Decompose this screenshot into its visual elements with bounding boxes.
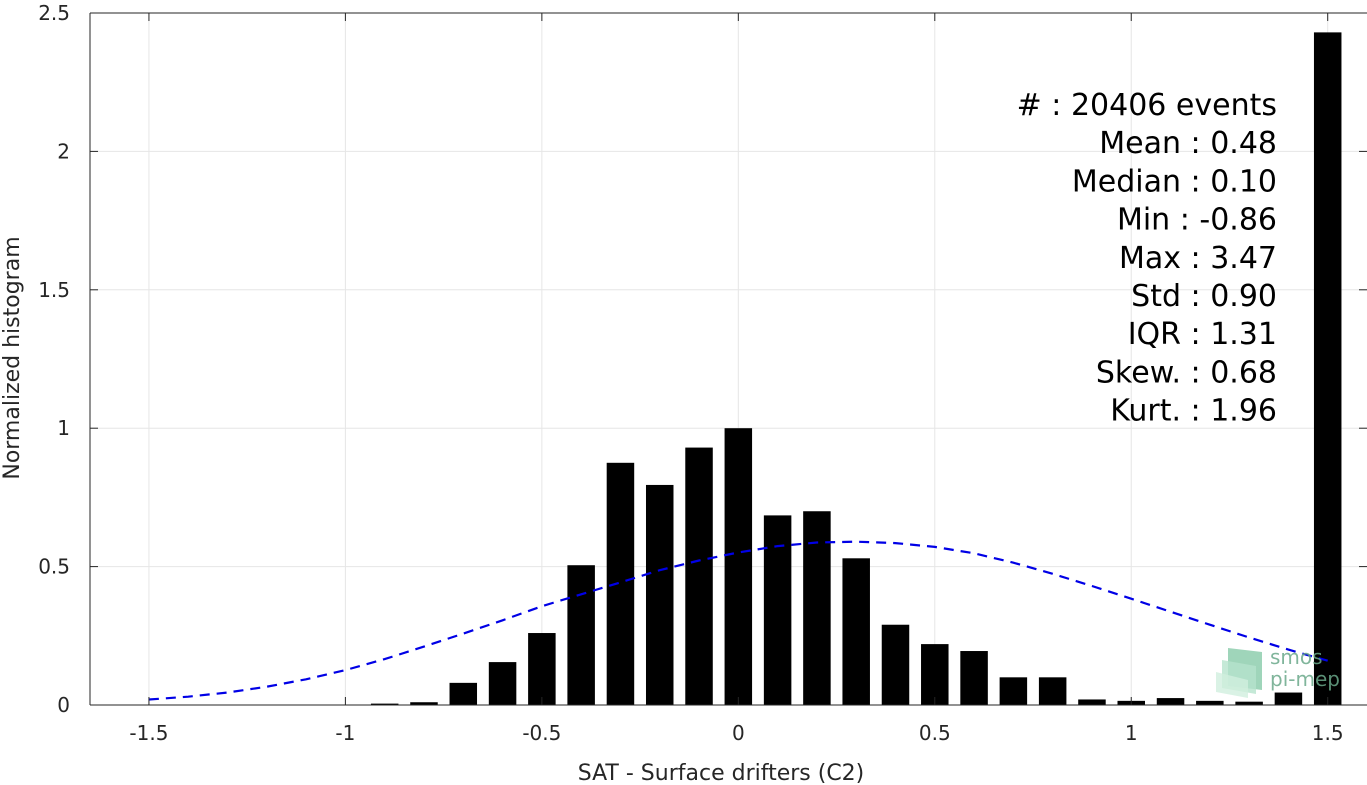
stat-line: Max : 3.47	[1119, 241, 1277, 276]
histogram-bar	[488, 662, 517, 705]
histogram-bar	[1078, 699, 1106, 705]
x-axis-title: SAT - Surface drifters (C2)	[578, 761, 865, 785]
histogram-bar	[410, 702, 438, 705]
x-tick-label: 0	[732, 721, 745, 745]
stat-line: # : 20406 events	[1017, 88, 1277, 123]
y-tick-label: 2.5	[38, 1, 70, 25]
stat-line: Skew. : 0.68	[1096, 355, 1277, 390]
histogram-bar	[842, 558, 870, 705]
stat-line: Std : 0.90	[1131, 279, 1277, 314]
histogram-bar	[881, 624, 910, 705]
y-tick-label: 0.5	[38, 555, 70, 579]
logo-text-smos: smos	[1270, 645, 1323, 669]
x-tick-label: 1	[1125, 721, 1138, 745]
stat-line: IQR : 1.31	[1128, 317, 1277, 352]
histogram-bar	[528, 633, 556, 705]
y-tick-label: 1	[57, 416, 70, 440]
histogram-bar	[606, 462, 635, 705]
x-tick-label: -0.5	[522, 721, 561, 745]
stat-line: Kurt. : 1.96	[1110, 394, 1277, 429]
histogram-bar	[1196, 700, 1224, 705]
y-tick-label: 1.5	[38, 278, 70, 302]
stat-line: Median : 0.10	[1072, 164, 1277, 199]
stat-line: Min : -0.86	[1117, 203, 1277, 238]
histogram-bar	[1313, 32, 1342, 706]
histogram-bar	[999, 677, 1028, 705]
axes	[89, 12, 1367, 706]
histogram-bar	[1156, 698, 1185, 705]
y-tick-label: 0	[57, 693, 70, 717]
logo-text-pimep: pi-mep	[1270, 667, 1340, 691]
histogram-bar	[803, 511, 831, 705]
histogram-bar	[370, 703, 399, 705]
fit-curve-layer	[148, 540, 1328, 701]
stat-line: Mean : 0.48	[1099, 126, 1277, 161]
histogram-bar	[1235, 701, 1263, 705]
histogram-bars	[370, 32, 1342, 706]
histogram-bar	[567, 565, 595, 705]
x-tick-label: -1	[335, 721, 355, 745]
smos-pimep-logo: smos pi-mep	[1216, 645, 1340, 698]
histogram-bar	[960, 651, 988, 705]
x-tick-label: 1.5	[1312, 721, 1344, 745]
tick-labels: -1.5 -1 -0.5 0 0.5 1 1.5 0 0.5 1 1.5 2 2.5	[38, 1, 1343, 745]
histogram-bar	[724, 428, 753, 705]
histogram-bar	[449, 682, 478, 705]
x-tick-label: 0.5	[919, 721, 951, 745]
histogram-bar	[1274, 692, 1303, 705]
histogram-bar	[1038, 677, 1067, 705]
gaussian-fit-line	[148, 540, 1328, 701]
x-tick-label: -1.5	[129, 721, 168, 745]
histogram-bar	[645, 484, 674, 705]
y-tick-label: 2	[57, 139, 70, 163]
histogram-bar	[921, 644, 949, 705]
histogram-bar	[685, 447, 713, 705]
waves-logo-icon	[1216, 648, 1262, 698]
histogram-bar	[763, 515, 792, 705]
y-axis-title: Normalized histogram	[0, 236, 25, 479]
